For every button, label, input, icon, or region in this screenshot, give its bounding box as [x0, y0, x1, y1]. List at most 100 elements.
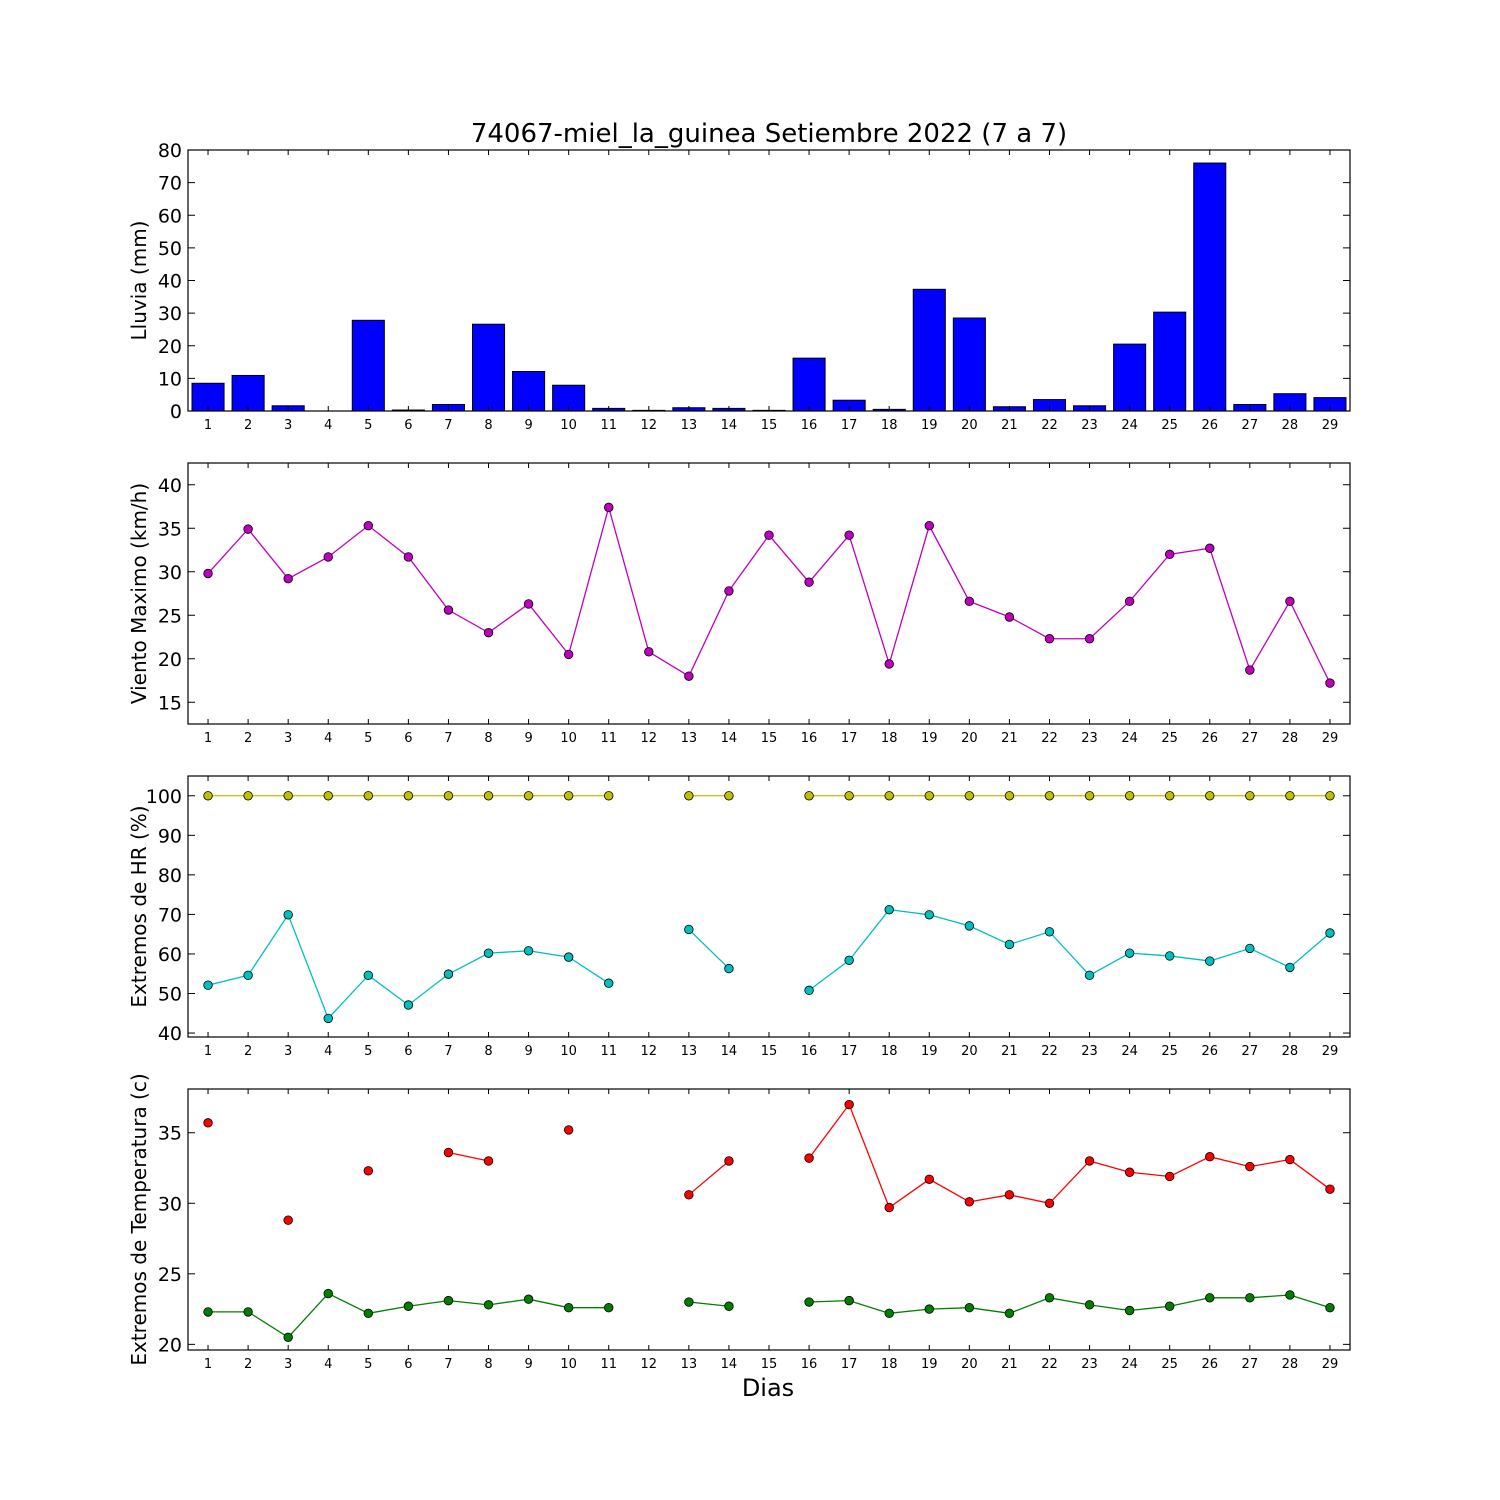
y-tick-label: 25	[158, 605, 182, 627]
x-tick-label: 17	[841, 1044, 858, 1059]
y-tick-label: 70	[158, 173, 182, 195]
x-tick-label: 12	[641, 418, 658, 433]
series-2-line-segment	[688, 1301, 729, 1307]
series-1-point-day-8	[483, 1156, 494, 1166]
x-tick-label: 3	[284, 1357, 292, 1372]
x-tick-label: 13	[681, 1044, 698, 1059]
series-1-point-day-17	[844, 530, 854, 540]
x-tick-label: 7	[444, 1044, 452, 1059]
x-tick-label: 18	[881, 418, 898, 433]
series-2-point-day-16	[804, 985, 814, 996]
x-tick-label: 8	[484, 418, 492, 433]
x-tick-label: 27	[1242, 1044, 1259, 1059]
series-2-point-day-18	[884, 904, 894, 915]
y-tick-label: 80	[158, 865, 182, 887]
series-1-point-day-27	[1245, 1161, 1255, 1172]
series-2-point-day-8	[483, 1300, 494, 1310]
series-2-point-day-22	[1044, 1293, 1055, 1303]
series-1-point-day-21	[1004, 612, 1015, 622]
series-2-point-day-13	[684, 1297, 694, 1307]
x-tick-label: 8	[484, 1357, 492, 1372]
series-2-point-day-6	[403, 1000, 414, 1010]
x-tick-label: 2	[244, 1357, 252, 1372]
x-tick-label: 19	[921, 1357, 938, 1372]
series-1-point-day-10	[563, 649, 574, 660]
series-1-point-day-6	[403, 791, 414, 801]
x-tick-label: 3	[284, 731, 292, 746]
x-tick-label: 2	[244, 1044, 252, 1059]
chart-title: 74067-miel_la_guinea Setiembre 2022 (7 a…	[471, 119, 1067, 149]
x-tick-label: 13	[681, 731, 698, 746]
x-tick-label: 25	[1161, 1357, 1178, 1372]
x-tick-label: 14	[721, 1357, 738, 1372]
series-2-point-day-2	[243, 1307, 253, 1317]
series-1-point-day-24	[1124, 596, 1135, 607]
y-tick-label: 80	[158, 140, 182, 162]
x-tick-label: 24	[1121, 1357, 1138, 1372]
series-1-point-day-18	[884, 791, 894, 801]
x-tick-label: 21	[1001, 731, 1018, 746]
x-tick-label: 6	[404, 1044, 412, 1059]
series-1-point-day-13	[684, 1190, 694, 1200]
series-1-point-day-28	[1285, 596, 1295, 607]
x-tick-label: 18	[881, 1357, 898, 1372]
series-2-point-day-22	[1044, 927, 1055, 937]
x-tick-label: 5	[364, 418, 372, 433]
x-tick-label: 23	[1081, 418, 1098, 433]
x-tick-label: 5	[364, 1357, 372, 1372]
x-tick-label: 12	[641, 1044, 658, 1059]
x-tick-label: 28	[1282, 1357, 1299, 1372]
series-1-point-day-13	[684, 671, 694, 681]
series-1-point-day-4	[323, 791, 333, 801]
series-1-point-day-29	[1325, 791, 1335, 801]
x-tick-label: 15	[761, 1357, 778, 1372]
series-1-point-day-28	[1285, 791, 1295, 801]
x-tick-label: 15	[761, 418, 778, 433]
x-tick-label: 5	[364, 1044, 372, 1059]
series-2-point-day-17	[844, 1295, 854, 1306]
x-tick-label: 6	[404, 1357, 412, 1372]
series-2-point-day-3	[283, 910, 293, 920]
x-tick-label: 17	[841, 418, 858, 433]
x-tick-label: 8	[484, 1044, 492, 1059]
series-2-line-segment	[808, 908, 1331, 991]
x-tick-label: 12	[641, 731, 658, 746]
series-2-point-day-28	[1285, 962, 1295, 973]
bar-day-8	[471, 323, 506, 412]
x-tick-label: 16	[801, 418, 818, 433]
bar-day-2	[231, 374, 265, 412]
series-2-point-day-21	[1004, 1308, 1015, 1319]
series-1-point-day-14	[724, 1156, 734, 1166]
series-1-point-day-1	[203, 568, 213, 579]
series-2-point-day-27	[1245, 943, 1255, 954]
series-2-point-day-28	[1285, 1290, 1295, 1300]
x-tick-label: 23	[1081, 731, 1098, 746]
series-1-line-segment	[448, 1151, 489, 1162]
series-1-point-day-22	[1044, 1198, 1055, 1208]
series-1-point-day-7	[443, 605, 454, 615]
series-1-point-day-16	[804, 577, 814, 587]
x-tick-label: 10	[560, 1357, 577, 1372]
series-1-point-day-23	[1084, 634, 1095, 644]
series-2-point-day-24	[1124, 1305, 1135, 1316]
series-2-point-day-10	[563, 952, 574, 962]
series-2-point-day-11	[604, 978, 614, 988]
x-tick-label: 7	[444, 1357, 452, 1372]
series-2-point-day-9	[523, 946, 534, 956]
x-tick-label: 8	[484, 731, 492, 746]
series-2-point-day-23	[1084, 970, 1095, 981]
series-2-line-segment	[688, 928, 730, 970]
y-tick-label: 30	[158, 562, 182, 584]
y-tick-label: 40	[158, 1023, 182, 1045]
x-tick-label: 5	[364, 731, 372, 746]
x-tick-label: 18	[881, 1044, 898, 1059]
x-tick-label: 4	[324, 1044, 332, 1059]
y-tick-label: 30	[158, 303, 182, 325]
series-2-point-day-27	[1245, 1293, 1255, 1303]
x-tick-label: 6	[404, 731, 412, 746]
series-2-point-day-4	[323, 1288, 333, 1299]
series-1-point-day-17	[844, 791, 854, 801]
